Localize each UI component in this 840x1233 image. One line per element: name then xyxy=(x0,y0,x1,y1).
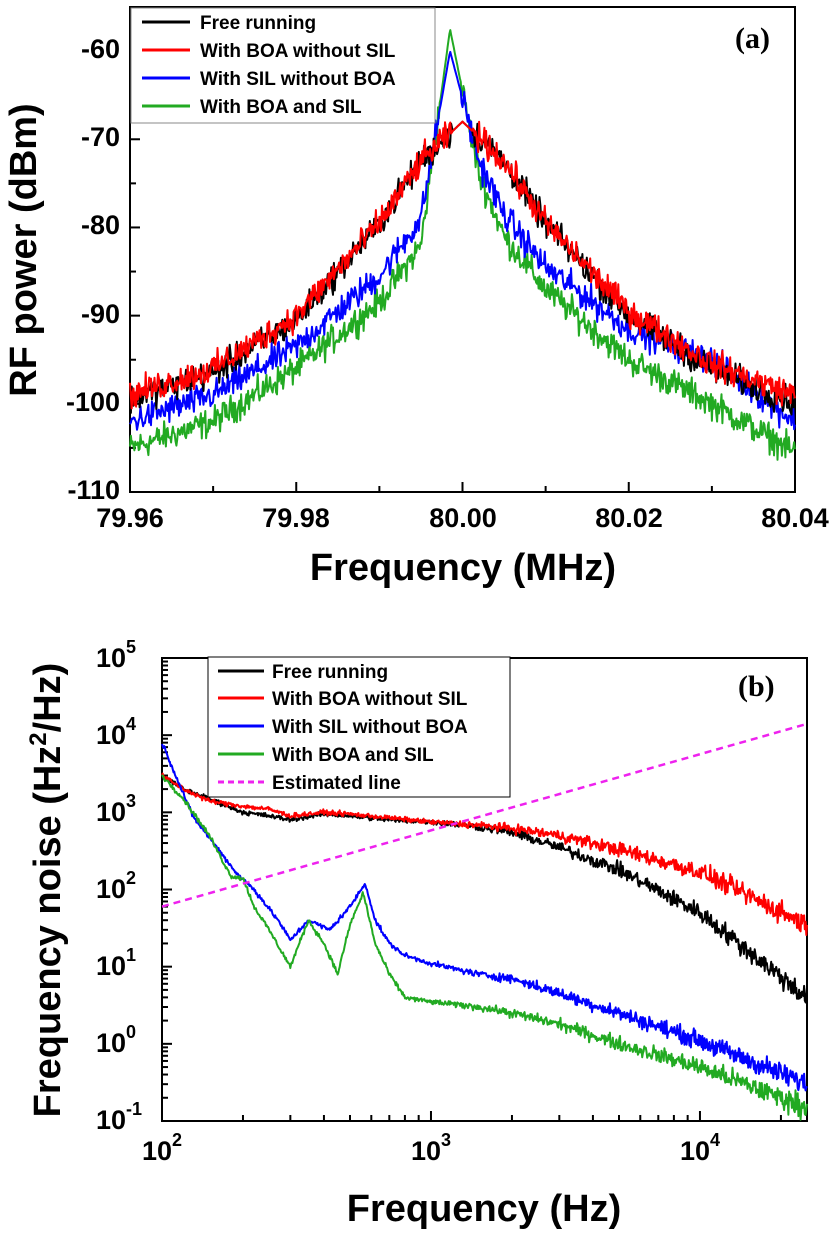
chart-a-y-tick-label: -70 xyxy=(81,122,120,152)
chart-b: 102 103 104 105 104 103 102 101 100 10-1… xyxy=(25,637,808,1230)
chart-b-legend-label: With BOA without SIL xyxy=(272,689,468,710)
chart-b-y-tick-label: 100 xyxy=(96,1022,136,1058)
chart-b-y-tick-label: 103 xyxy=(96,791,136,827)
chart-a-x-tick-label: 79.98 xyxy=(262,503,330,533)
chart-a-panel-label: (a) xyxy=(735,22,770,55)
chart-a-legend-label: With BOA and SIL xyxy=(200,97,362,118)
chart-b-legend-label: With SIL without BOA xyxy=(272,717,468,738)
chart-a-y-tick-label: -110 xyxy=(67,475,120,505)
chart-b-y-tick-label: 104 xyxy=(96,714,136,750)
chart-a-x-tick-label: 80.00 xyxy=(429,503,497,533)
chart-b-legend-label: Free running xyxy=(272,662,388,683)
chart-b-series-line xyxy=(161,774,808,1004)
chart-a-legend-box xyxy=(130,7,436,124)
chart-a-x-tick-label: 79.96 xyxy=(96,503,164,533)
chart-a-series-line xyxy=(129,120,796,410)
chart-a-y-axis-title: RF power (dBm) xyxy=(3,103,45,396)
chart-b-y-tick-label: 105 xyxy=(96,637,136,673)
chart-a-y-tick-labels: -60 -70 -80 -90 -100 -110 xyxy=(66,34,120,505)
chart-b-x-tick-label: 102 xyxy=(142,1130,182,1166)
chart-b-y-tick-label: 10-1 xyxy=(96,1099,142,1135)
chart-b-legend-label: Estimated line xyxy=(272,773,401,794)
chart-b-y-tick-label: 102 xyxy=(96,868,136,904)
chart-b-series-line xyxy=(161,722,808,908)
chart-b-series-line xyxy=(161,743,808,1092)
chart-a-x-tick-label: 80.04 xyxy=(761,503,829,533)
chart-a-y-tick-label: -80 xyxy=(81,210,120,240)
chart-b-x-tick-label: 103 xyxy=(411,1130,451,1166)
chart-b-series xyxy=(161,722,808,1121)
chart-b-panel-label: (b) xyxy=(738,670,775,703)
chart-a-x-tick-label: 80.02 xyxy=(595,503,663,533)
chart-a-legend-label: With BOA without SIL xyxy=(200,41,396,62)
chart-a: 79.96 79.98 80.00 80.02 80.04 -60 -70 -8… xyxy=(3,6,829,589)
chart-a-x-tick-labels: 79.96 79.98 80.00 80.02 80.04 xyxy=(96,503,829,533)
chart-b-ticks xyxy=(161,660,782,1122)
chart-b-x-tick-label: 104 xyxy=(680,1130,720,1166)
chart-a-series-line xyxy=(129,29,796,461)
chart-a-legend-label: Free running xyxy=(200,13,316,34)
chart-a-y-tick-label: -90 xyxy=(81,299,120,329)
chart-a-x-axis-title: Frequency (MHz) xyxy=(310,547,616,589)
chart-b-y-tick-labels: 105 104 103 102 101 100 10-1 xyxy=(96,637,142,1135)
chart-a-y-tick-label: -60 xyxy=(81,34,120,64)
chart-a-legend-label: With SIL without BOA xyxy=(200,69,396,90)
chart-a-series xyxy=(129,29,796,461)
chart-a-series-line xyxy=(129,120,796,416)
chart-b-series-line xyxy=(161,772,808,936)
chart-a-y-tick-label: -100 xyxy=(66,387,120,417)
chart-a-series-line xyxy=(129,50,796,431)
chart-b-legend: Free running With BOA without SIL With S… xyxy=(207,656,511,798)
chart-b-series-line xyxy=(161,774,808,1121)
chart-a-legend: Free running With BOA without SIL With S… xyxy=(130,7,436,124)
chart-b-x-axis-title: Frequency (Hz) xyxy=(347,1188,621,1230)
chart-b-y-tick-label: 101 xyxy=(96,945,136,981)
chart-b-legend-label: With BOA and SIL xyxy=(272,745,434,766)
chart-b-x-tick-labels: 102 103 104 xyxy=(142,1130,720,1166)
chart-b-y-axis-title: Frequency noise (Hz2/Hz) xyxy=(25,663,69,1118)
